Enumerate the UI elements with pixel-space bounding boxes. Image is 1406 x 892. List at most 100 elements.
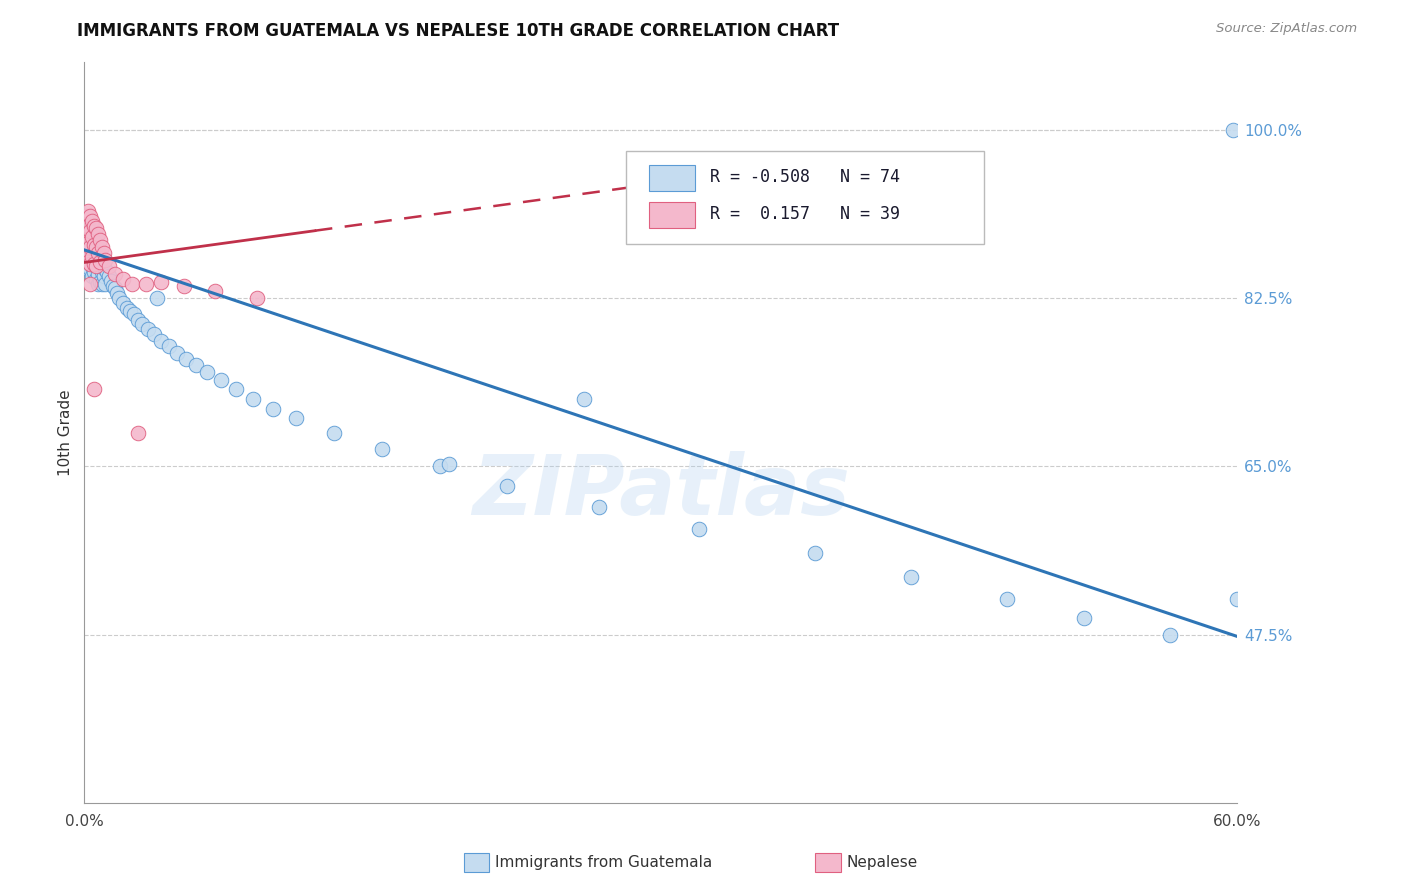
Point bbox=[93, 255, 115, 269]
Point bbox=[84, 220, 107, 235]
Point bbox=[146, 291, 169, 305]
Point bbox=[111, 295, 134, 310]
Point bbox=[209, 373, 232, 387]
Point bbox=[900, 570, 922, 584]
Point bbox=[90, 240, 112, 254]
Point bbox=[83, 382, 105, 396]
Point bbox=[100, 274, 122, 288]
Point bbox=[127, 425, 149, 440]
Point bbox=[173, 278, 195, 293]
Point bbox=[150, 334, 173, 349]
Point bbox=[142, 326, 165, 341]
Point bbox=[115, 301, 138, 315]
Point bbox=[121, 277, 143, 291]
Text: 60.0%: 60.0% bbox=[1213, 814, 1261, 829]
Point bbox=[79, 252, 101, 267]
Point bbox=[111, 272, 134, 286]
FancyBboxPatch shape bbox=[626, 152, 984, 244]
Text: Immigrants from Guatemala: Immigrants from Guatemala bbox=[495, 855, 713, 870]
Point bbox=[89, 255, 111, 269]
Point bbox=[90, 277, 112, 291]
Point bbox=[262, 401, 284, 416]
Point bbox=[77, 243, 100, 257]
Point bbox=[204, 285, 226, 299]
Point bbox=[135, 277, 157, 291]
FancyBboxPatch shape bbox=[650, 202, 696, 227]
Point bbox=[242, 392, 264, 406]
Point bbox=[93, 245, 115, 260]
Point bbox=[127, 313, 149, 327]
Point bbox=[83, 252, 105, 267]
Point bbox=[84, 260, 107, 274]
Text: Source: ZipAtlas.com: Source: ZipAtlas.com bbox=[1216, 22, 1357, 36]
Point bbox=[75, 257, 97, 271]
Point bbox=[80, 233, 103, 247]
Point bbox=[105, 286, 128, 301]
Point bbox=[108, 291, 131, 305]
Point bbox=[80, 214, 103, 228]
Point bbox=[87, 267, 110, 281]
Point bbox=[89, 275, 111, 289]
Point bbox=[131, 317, 153, 331]
Point bbox=[166, 346, 188, 360]
Point bbox=[79, 240, 101, 254]
Point bbox=[77, 236, 100, 251]
Point bbox=[83, 240, 105, 254]
Point bbox=[84, 260, 107, 274]
Point bbox=[80, 230, 103, 244]
Point bbox=[84, 236, 107, 251]
Point bbox=[79, 238, 101, 252]
Point bbox=[184, 359, 207, 373]
Point bbox=[1159, 627, 1181, 641]
Point bbox=[995, 591, 1018, 606]
FancyBboxPatch shape bbox=[650, 165, 696, 191]
Point bbox=[104, 267, 127, 281]
Point bbox=[80, 250, 103, 264]
Point bbox=[94, 252, 117, 267]
Point bbox=[79, 224, 101, 238]
Point bbox=[93, 268, 115, 283]
Point bbox=[79, 257, 101, 271]
Point bbox=[84, 248, 107, 262]
Point bbox=[439, 458, 461, 472]
Text: R =  0.157   N = 39: R = 0.157 N = 39 bbox=[710, 205, 900, 223]
Point bbox=[284, 411, 307, 425]
Text: Nepalese: Nepalese bbox=[846, 855, 918, 870]
Point bbox=[87, 245, 110, 260]
Text: 0.0%: 0.0% bbox=[65, 814, 104, 829]
Point bbox=[90, 265, 112, 279]
Point bbox=[94, 277, 117, 291]
Point bbox=[1226, 591, 1249, 606]
Point bbox=[77, 262, 100, 277]
Point bbox=[803, 546, 825, 560]
Point bbox=[136, 322, 159, 336]
Point bbox=[157, 339, 180, 353]
Text: ZIPatlas: ZIPatlas bbox=[472, 451, 849, 533]
Point bbox=[87, 227, 110, 241]
Point bbox=[77, 219, 100, 233]
Y-axis label: 10th Grade: 10th Grade bbox=[58, 389, 73, 476]
Point bbox=[75, 248, 97, 262]
Point bbox=[1073, 611, 1095, 625]
Point bbox=[429, 459, 451, 474]
Point bbox=[98, 260, 121, 274]
Point bbox=[83, 257, 105, 271]
Point bbox=[77, 255, 100, 269]
Point bbox=[90, 252, 112, 267]
Point bbox=[150, 275, 173, 289]
Point bbox=[84, 272, 107, 286]
Text: IMMIGRANTS FROM GUATEMALA VS NEPALESE 10TH GRADE CORRELATION CHART: IMMIGRANTS FROM GUATEMALA VS NEPALESE 10… bbox=[77, 22, 839, 40]
Point bbox=[225, 382, 247, 396]
Point bbox=[79, 262, 101, 277]
Point bbox=[80, 268, 103, 283]
Point bbox=[89, 248, 111, 262]
Point bbox=[87, 255, 110, 269]
Point bbox=[572, 392, 595, 406]
Point bbox=[588, 500, 610, 514]
Point bbox=[246, 291, 269, 305]
Point bbox=[83, 219, 105, 233]
Text: R = -0.508   N = 74: R = -0.508 N = 74 bbox=[710, 169, 900, 186]
Point bbox=[174, 351, 197, 366]
Point bbox=[77, 204, 100, 219]
Point bbox=[75, 227, 97, 241]
